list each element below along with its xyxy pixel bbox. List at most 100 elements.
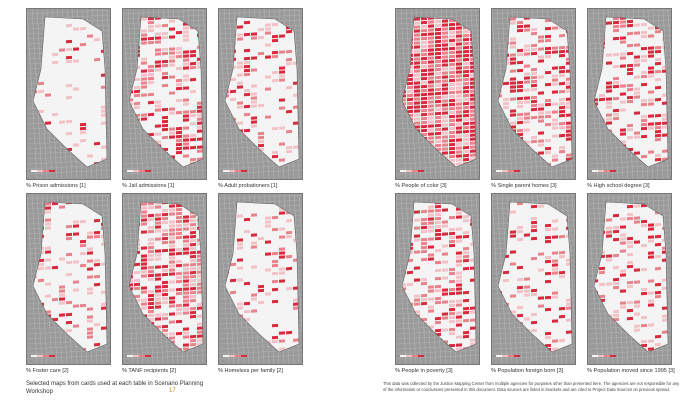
data-block [176,46,182,51]
data-block [169,304,175,308]
data-block [265,55,271,59]
data-block [524,72,530,76]
data-block [407,145,413,150]
data-block [197,145,203,149]
data-block [407,97,413,102]
data-block [148,249,154,254]
data-block [463,37,469,42]
data-block [414,198,420,201]
footer-disclaimer: This data was collected by the Justice M… [383,381,680,392]
data-block [148,293,154,298]
data-block [606,282,612,286]
data-block [414,65,420,69]
data-block [190,258,196,263]
data-block [286,234,292,239]
data-block [148,76,154,81]
data-block [73,220,79,224]
data-block [627,244,633,249]
data-block [244,156,250,161]
data-block [559,133,565,138]
data-block [155,293,161,297]
data-block [634,324,640,328]
data-block [435,131,441,136]
data-block [641,287,647,292]
data-block [155,253,161,257]
data-block [606,101,612,105]
map-card [395,8,480,180]
data-block [510,318,516,322]
data-block [148,156,154,161]
data-block [510,53,516,57]
data-block [517,277,523,282]
data-block [204,266,206,269]
data-block [456,259,462,263]
data-block [503,149,509,154]
data-block [456,26,462,30]
data-block [134,93,140,98]
data-block [141,274,147,278]
street-line [396,199,479,205]
data-block [225,150,229,154]
data-block [176,86,182,91]
map-card [26,8,111,180]
data-block [456,74,462,78]
data-block [449,150,455,155]
data-block [402,295,406,299]
street-line [202,194,206,250]
data-block [503,33,509,38]
data-block [538,75,544,79]
data-block [442,59,448,63]
data-block [407,101,413,106]
data-block [73,224,79,228]
data-block [59,205,65,209]
data-block [101,326,107,330]
data-block [421,128,427,133]
data-block [279,211,285,215]
data-block [463,41,469,46]
data-block [435,71,441,76]
data-block [176,235,182,240]
data-block [155,229,161,233]
data-block [428,56,434,60]
data-block [190,53,196,58]
data-block [190,222,196,227]
data-block [155,217,161,221]
data-block [463,93,469,98]
data-block [183,295,189,299]
data-block [524,28,530,32]
data-block [183,263,189,267]
data-block [641,219,647,224]
data-block [531,27,537,32]
data-block [169,236,175,240]
data-block [435,123,441,128]
data-block [456,62,462,66]
data-block [559,49,565,54]
data-block [613,156,619,161]
data-block [414,250,420,254]
data-block [442,252,448,256]
data-block [456,106,462,110]
data-block [538,39,544,43]
data-block [524,233,530,237]
data-block [101,49,107,53]
data-block [414,117,420,121]
data-block [620,305,626,309]
street-line [492,9,575,15]
data-block [510,121,516,125]
data-block [627,240,633,245]
data-block [94,258,100,263]
data-block [421,301,427,306]
data-block [594,255,598,259]
data-block [456,46,462,50]
data-block [662,286,668,290]
data-block [435,288,441,293]
data-block [421,120,427,125]
neighborhood-boundary [224,16,300,168]
data-block [148,245,154,250]
data-block [613,225,619,230]
legend-swatch [598,170,604,172]
data-block [594,50,598,54]
data-block [183,142,189,146]
data-block [573,149,575,152]
data-block [162,127,168,132]
